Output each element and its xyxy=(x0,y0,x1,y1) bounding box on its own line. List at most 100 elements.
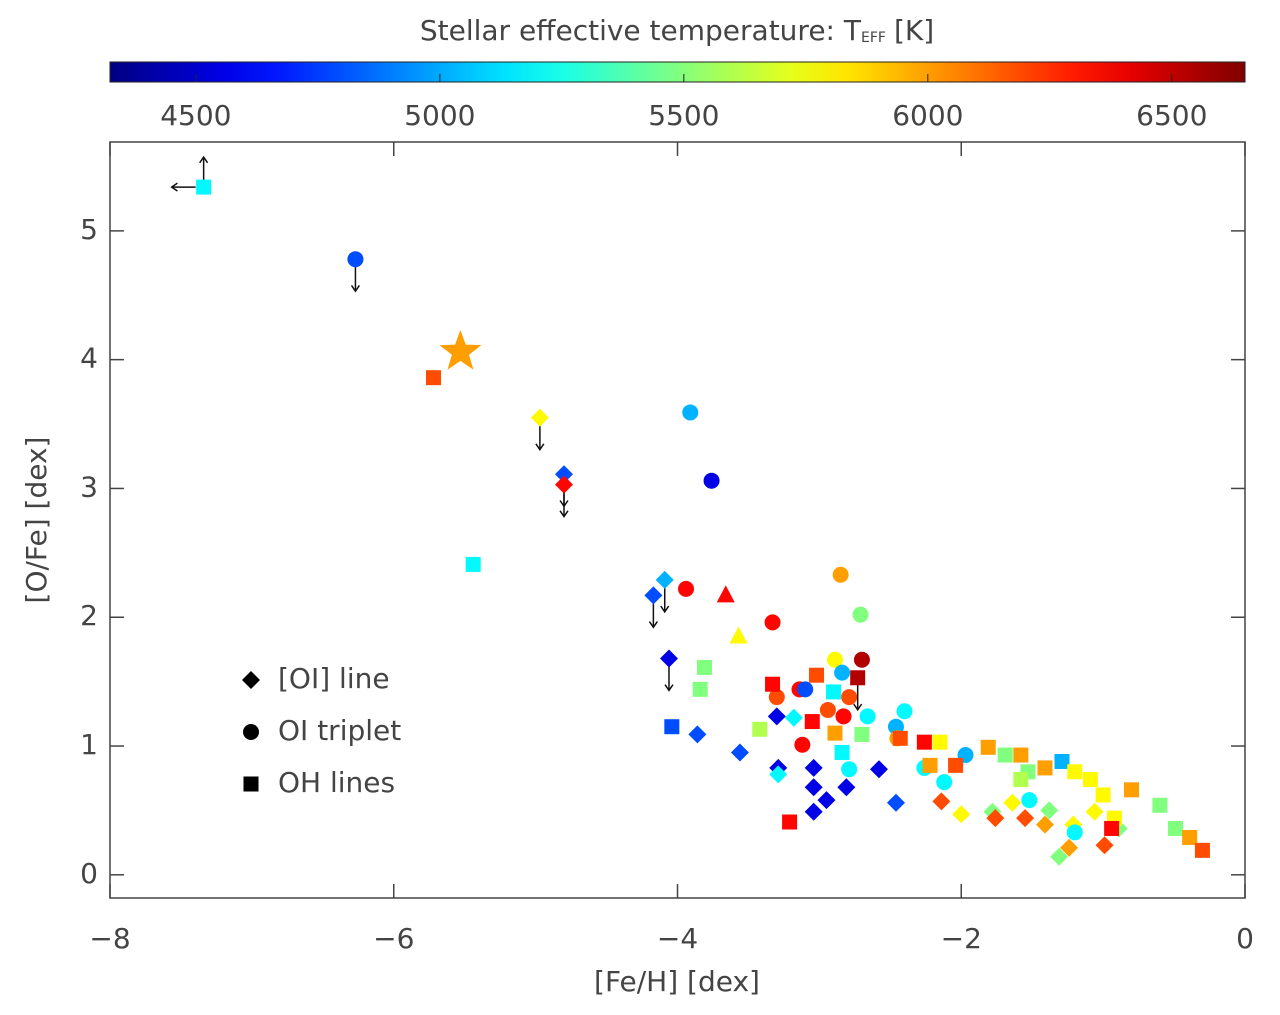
star-point xyxy=(439,329,482,370)
colorbar-title-unit: [K] xyxy=(894,14,934,47)
square-point xyxy=(834,744,850,760)
diamond-point xyxy=(1095,836,1114,855)
diamond-point xyxy=(555,475,573,494)
circle-point xyxy=(853,651,870,668)
square-point xyxy=(692,681,708,697)
square-point xyxy=(892,730,908,746)
legend-marker xyxy=(242,671,260,689)
legend-label: OH lines xyxy=(278,766,395,799)
diamond-point xyxy=(784,708,803,727)
diamond-point xyxy=(886,793,905,812)
circle-point xyxy=(764,614,781,631)
legend-label: [OI] line xyxy=(278,662,390,695)
circle-point xyxy=(703,472,720,489)
y-tick-label: 0 xyxy=(80,857,98,890)
limit-arrow-head xyxy=(664,684,674,692)
diamond-point xyxy=(986,809,1005,828)
diamond-point xyxy=(804,802,823,821)
diamond-point xyxy=(817,791,836,810)
y-tick-label: 2 xyxy=(80,599,98,632)
square-point xyxy=(1152,797,1168,813)
square-point xyxy=(664,719,680,735)
circle-point xyxy=(819,701,836,718)
circle-point xyxy=(835,708,852,725)
circle-point xyxy=(832,566,849,583)
square-point xyxy=(1037,760,1053,776)
limit-arrow-head xyxy=(170,182,178,192)
square-point xyxy=(980,739,996,755)
colorbar-tick-label: 4500 xyxy=(160,99,231,132)
diamond-point xyxy=(769,765,788,784)
circle-point xyxy=(347,251,364,268)
x-tick-label: −4 xyxy=(657,922,698,955)
square-point xyxy=(1182,829,1198,845)
circle-point xyxy=(936,774,953,791)
triangle-point xyxy=(716,585,735,603)
square-point xyxy=(696,659,712,675)
square-point xyxy=(465,556,481,572)
colorbar-title: Stellar effective temperature: TEFF [K] xyxy=(420,14,934,47)
square-point xyxy=(809,667,825,683)
diamond-point xyxy=(1016,809,1035,828)
diamond-point xyxy=(530,408,549,427)
square-point xyxy=(1013,747,1029,763)
square-point xyxy=(932,734,948,750)
circle-point xyxy=(896,703,913,720)
circle-point xyxy=(794,736,811,753)
square-point xyxy=(916,734,932,750)
circle-point xyxy=(678,580,695,597)
diamond-point xyxy=(688,725,707,744)
square-point xyxy=(1082,772,1098,788)
square-point xyxy=(922,757,938,773)
diamond-point xyxy=(730,743,749,762)
y-tick-label: 5 xyxy=(80,213,98,246)
square-point xyxy=(752,721,768,737)
colorbar-tick-label: 5500 xyxy=(648,99,719,132)
square-point xyxy=(997,747,1013,763)
diamond-point xyxy=(1035,815,1054,834)
x-tick-label: −6 xyxy=(373,922,414,955)
diamond-point xyxy=(804,778,823,797)
limit-arrow-head xyxy=(853,703,863,712)
x-tick-label: −2 xyxy=(941,922,982,955)
square-point xyxy=(1167,820,1183,836)
square-point xyxy=(850,670,866,686)
square-point xyxy=(854,726,870,742)
circle-point xyxy=(852,606,869,623)
legend-label: OI triplet xyxy=(278,714,401,747)
circle-point xyxy=(834,664,851,681)
square-point xyxy=(948,757,964,773)
triangle-point xyxy=(729,626,748,644)
limit-arrow-head xyxy=(660,605,670,614)
limit-arrow-head xyxy=(559,510,569,518)
diamond-point xyxy=(659,649,678,668)
colorbar-title-sub: EFF xyxy=(861,30,886,46)
circle-point xyxy=(841,761,858,778)
x-axis-title: [Fe/H] [dex] xyxy=(594,965,760,998)
diamond-point xyxy=(1040,801,1059,820)
square-point xyxy=(782,814,798,830)
x-tick-label: −8 xyxy=(89,922,130,955)
square-point xyxy=(765,676,781,692)
circle-point xyxy=(887,718,904,735)
limit-arrow-head xyxy=(199,155,209,164)
diamond-point xyxy=(767,707,786,726)
diamond-point xyxy=(837,778,856,797)
colorbar-tick-label: 6500 xyxy=(1136,99,1207,132)
square-point xyxy=(1194,842,1210,858)
diamond-point xyxy=(644,586,663,605)
circle-point xyxy=(768,689,785,706)
circle-point xyxy=(1021,792,1038,809)
diamond-point xyxy=(869,760,888,779)
square-point xyxy=(1104,820,1120,836)
circle-point xyxy=(797,681,814,698)
y-tick-label: 4 xyxy=(80,342,98,375)
square-point xyxy=(1054,753,1070,769)
square-point xyxy=(1124,782,1139,798)
circle-point xyxy=(1066,824,1083,841)
square-point xyxy=(1013,772,1029,788)
diamond-point xyxy=(655,570,674,589)
colorbar-tick-label: 6000 xyxy=(892,99,963,132)
circle-point xyxy=(841,689,858,706)
